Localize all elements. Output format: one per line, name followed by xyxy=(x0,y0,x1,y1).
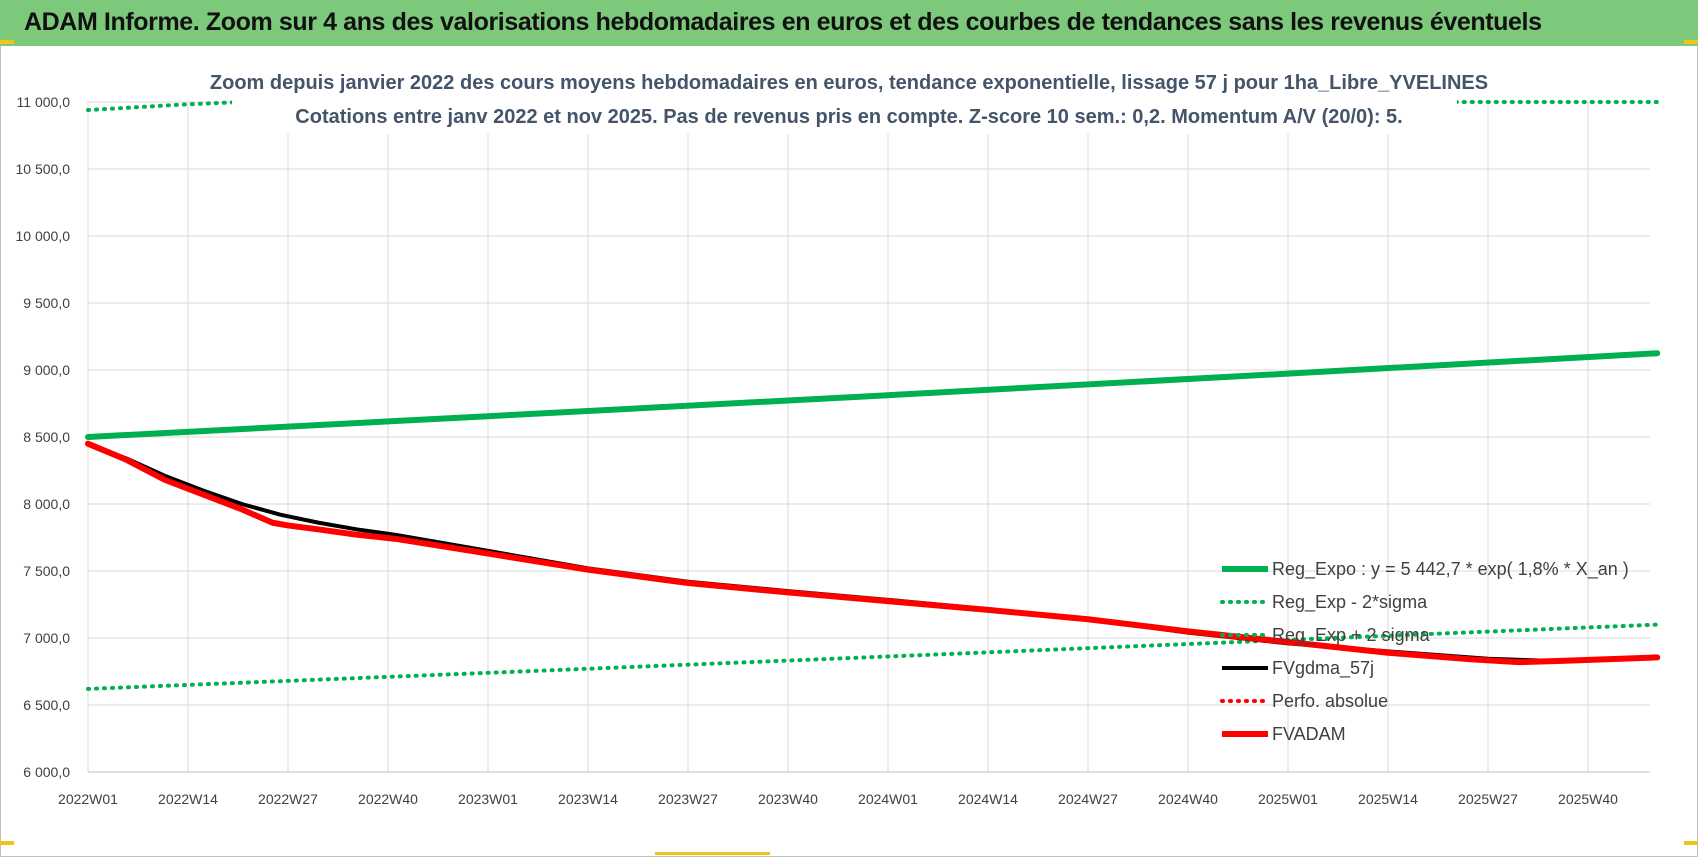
legend-label: FVADAM xyxy=(1272,724,1346,744)
y-axis-ticks: 6 000,0 6 500,0 7 000,0 7 500,0 8 000,0 8 500… xyxy=(16,94,71,780)
x-tick-label: 2025W14 xyxy=(1358,791,1418,807)
chart-title-line2: Cotations entre janv 2022 et nov 2025. P… xyxy=(295,106,1402,128)
y-tick-label: 8 000,0 xyxy=(23,496,70,512)
legend-label: Reg_Exp - 2*sigma xyxy=(1272,592,1428,613)
chart-title-background xyxy=(232,66,1457,134)
y-tick-label: 8 500,0 xyxy=(23,429,70,445)
y-tick-label: 10 000,0 xyxy=(16,228,71,244)
x-tick-label: 2023W40 xyxy=(758,791,818,807)
x-tick-label: 2022W27 xyxy=(258,791,318,807)
chart-title-line1: Zoom depuis janvier 2022 des cours moyen… xyxy=(210,72,1488,94)
legend-label: Reg_Exp + 2 sigma xyxy=(1272,625,1431,646)
y-tick-label: 6 500,0 xyxy=(23,697,70,713)
x-tick-label: 2024W27 xyxy=(1058,791,1118,807)
x-tick-label: 2024W14 xyxy=(958,791,1018,807)
corner-marker xyxy=(0,841,14,845)
x-tick-label: 2023W14 xyxy=(558,791,618,807)
y-tick-label: 6 000,0 xyxy=(23,764,70,780)
corner-marker xyxy=(1684,40,1698,44)
y-tick-label: 10 500,0 xyxy=(16,161,71,177)
x-tick-label: 2025W27 xyxy=(1458,791,1518,807)
x-tick-label: 2025W40 xyxy=(1558,791,1618,807)
x-tick-label: 2024W01 xyxy=(858,791,918,807)
x-tick-label: 2022W01 xyxy=(58,791,118,807)
x-axis-ticks: 2022W01 2022W14 2022W27 2022W40 2023W01 2023W… xyxy=(58,791,1618,807)
x-tick-label: 2022W14 xyxy=(158,791,218,807)
corner-marker xyxy=(1684,841,1698,845)
series-line-fvadam xyxy=(85,440,1661,666)
report-banner: ADAM Informe. Zoom sur 4 ans des valoris… xyxy=(0,0,1698,46)
series-line-reg-expo-y-5-442-7-exp-1-8-x-an xyxy=(85,350,1661,440)
legend-label: Perfo. absolue xyxy=(1272,691,1388,711)
x-tick-label: 2025W01 xyxy=(1258,791,1318,807)
series-line-reg-exp-2-sigma xyxy=(86,622,1660,691)
report-title: ADAM Informe. Zoom sur 4 ans des valoris… xyxy=(24,8,1542,36)
corner-marker xyxy=(0,40,14,44)
y-tick-label: 9 000,0 xyxy=(23,362,70,378)
y-tick-label: 7 500,0 xyxy=(23,563,70,579)
y-tick-label: 9 500,0 xyxy=(23,295,70,311)
legend-label: Reg_Expo : y = 5 442,7 * exp( 1,8% * X_a… xyxy=(1272,559,1629,580)
x-tick-label: 2023W01 xyxy=(458,791,518,807)
gridlines xyxy=(87,101,1650,773)
x-tick-label: 2024W40 xyxy=(1158,791,1218,807)
x-tick-label: 2023W27 xyxy=(658,791,718,807)
legend-label: FVgdma_57j xyxy=(1272,658,1374,679)
chart-legend: Reg_Expo : y = 5 442,7 * exp( 1,8% * X_a… xyxy=(1220,559,1629,744)
y-tick-label: 7 000,0 xyxy=(23,630,70,646)
y-tick-label: 11 000,0 xyxy=(17,94,71,110)
corner-marker xyxy=(655,852,770,855)
x-tick-label: 2022W40 xyxy=(358,791,418,807)
